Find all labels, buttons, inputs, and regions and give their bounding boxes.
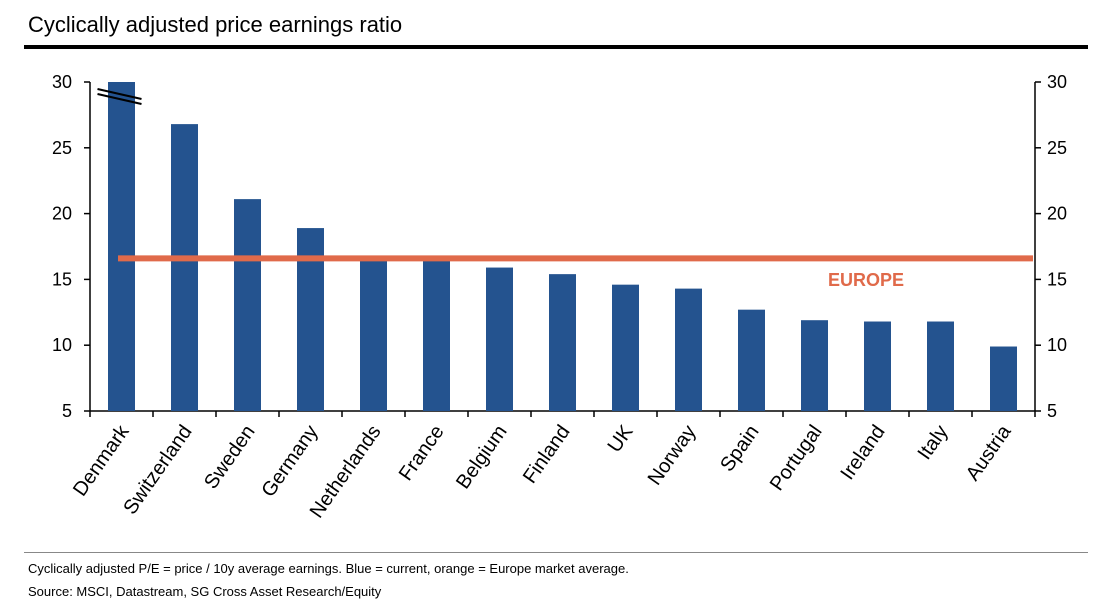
- bar: [738, 309, 765, 411]
- bar: [990, 346, 1017, 411]
- y-tick-label-right: 25: [1047, 138, 1067, 158]
- bar: [423, 260, 450, 411]
- footer-divider: [24, 552, 1088, 553]
- title-divider: [24, 45, 1088, 49]
- bar: [675, 288, 702, 411]
- chart-title: Cyclically adjusted price earnings ratio: [28, 12, 403, 37]
- bar: [486, 267, 513, 411]
- bar: [864, 321, 891, 411]
- x-tick-label: Finland: [519, 421, 575, 487]
- bar: [171, 124, 198, 411]
- chart-footnote: Cyclically adjusted P/E = price / 10y av…: [28, 561, 629, 576]
- bar: [234, 199, 261, 411]
- y-tick-label-right: 5: [1047, 401, 1057, 421]
- y-tick-label-right: 10: [1047, 335, 1067, 355]
- y-tick-label-left: 10: [52, 335, 72, 355]
- y-tick-label-right: 30: [1047, 72, 1067, 92]
- x-tick-label: UK: [604, 421, 638, 457]
- bar: [612, 284, 639, 411]
- y-tick-label-left: 25: [52, 138, 72, 158]
- y-tick-label-right: 20: [1047, 204, 1067, 224]
- bar: [801, 320, 828, 411]
- x-tick-label: Portugal: [766, 421, 827, 495]
- x-tick-label: Austria: [962, 421, 1016, 485]
- y-tick-label-left: 15: [52, 269, 72, 289]
- x-tick-label: Norway: [644, 421, 701, 489]
- bar: [108, 82, 135, 411]
- x-tick-label: Sweden: [200, 421, 259, 493]
- x-tick-label: Germany: [257, 421, 322, 501]
- axis-break-mark: [97, 93, 142, 105]
- y-tick-label-left: 20: [52, 204, 72, 224]
- bar: [360, 260, 387, 411]
- x-tick-label: Belgium: [452, 421, 511, 493]
- x-tick-label: France: [395, 421, 449, 485]
- y-tick-label-left: 5: [62, 401, 72, 421]
- y-tick-label-right: 15: [1047, 269, 1067, 289]
- y-tick-label-left: 30: [52, 72, 72, 92]
- bar: [549, 274, 576, 411]
- x-tick-label: Spain: [716, 421, 763, 476]
- x-tick-label: Italy: [914, 421, 953, 464]
- axis-break-mark: [97, 88, 142, 100]
- x-tick-label: Ireland: [836, 421, 889, 484]
- chart-source: Source: MSCI, Datastream, SG Cross Asset…: [28, 584, 382, 599]
- bar: [927, 321, 954, 411]
- europe-line-label: EUROPE: [828, 270, 904, 290]
- x-tick-label: Denmark: [69, 420, 134, 500]
